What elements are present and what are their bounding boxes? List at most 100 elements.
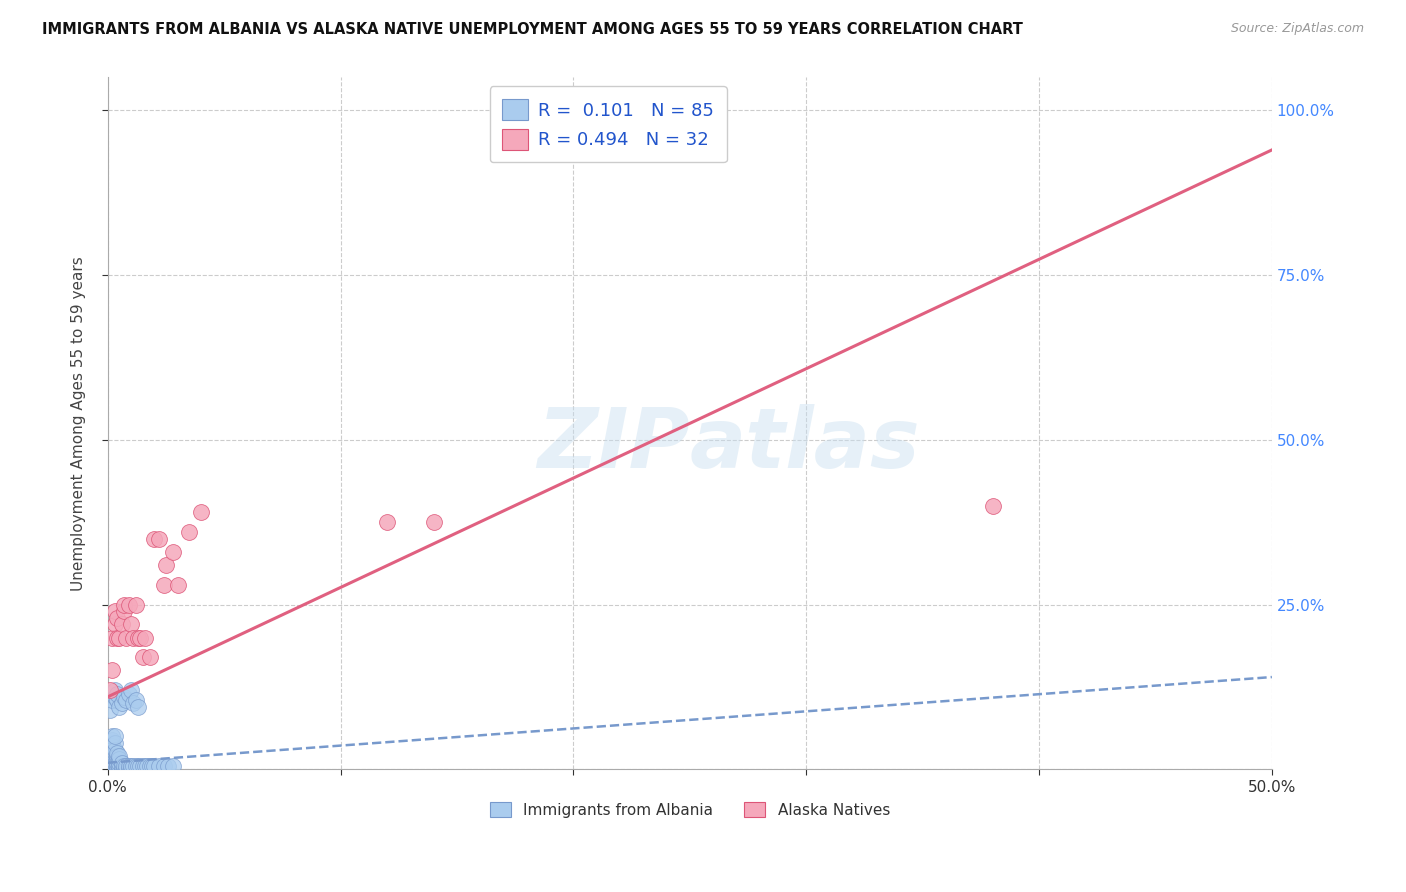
Point (125, 693, 148, 707)
Point (105, 756, 128, 770)
Point (98, 742, 121, 756)
Point (112, 598, 135, 612)
Point (375, 515, 398, 529)
Legend: Immigrants from Albania, Alaska Natives: Immigrants from Albania, Alaska Natives (484, 796, 896, 824)
Point (105, 686, 128, 700)
Point (98, 759, 121, 773)
Point (108, 756, 131, 770)
Point (141, 759, 163, 773)
Point (157, 759, 180, 773)
Point (115, 759, 138, 773)
Point (108, 762, 131, 776)
Point (129, 631, 152, 645)
Text: Source: ZipAtlas.com: Source: ZipAtlas.com (1230, 22, 1364, 36)
Point (120, 617, 142, 632)
Point (101, 631, 124, 645)
Point (104, 746, 127, 760)
Point (190, 505, 212, 519)
Point (108, 759, 131, 773)
Point (111, 762, 134, 776)
Point (120, 759, 142, 773)
Point (148, 759, 170, 773)
Point (101, 762, 124, 776)
Point (143, 532, 166, 546)
Point (101, 732, 124, 747)
Point (104, 683, 127, 698)
Point (118, 686, 141, 700)
Point (101, 746, 124, 760)
Point (108, 749, 131, 764)
Text: IMMIGRANTS FROM ALBANIA VS ALASKA NATIVE UNEMPLOYMENT AMONG AGES 55 TO 59 YEARS : IMMIGRANTS FROM ALBANIA VS ALASKA NATIVE… (42, 22, 1024, 37)
Point (122, 631, 145, 645)
Point (112, 690, 135, 704)
Point (155, 558, 177, 572)
Point (105, 693, 128, 707)
Point (134, 759, 156, 773)
Point (111, 697, 134, 711)
Point (104, 617, 127, 632)
Point (98, 683, 121, 698)
Point (104, 604, 127, 618)
Point (162, 545, 184, 559)
Point (101, 742, 124, 756)
Point (134, 631, 156, 645)
Point (105, 631, 128, 645)
Text: atlas: atlas (690, 403, 921, 484)
Point (104, 759, 127, 773)
Point (120, 683, 142, 698)
Point (138, 759, 160, 773)
Point (101, 762, 124, 776)
Point (129, 759, 152, 773)
Point (105, 611, 128, 625)
Point (105, 752, 128, 766)
Point (143, 759, 166, 773)
Point (98, 759, 121, 773)
Point (98, 756, 121, 770)
Point (112, 762, 135, 776)
Point (104, 756, 127, 770)
Point (127, 759, 149, 773)
Point (104, 752, 127, 766)
Point (104, 762, 127, 776)
Point (127, 631, 149, 645)
Point (98, 762, 121, 776)
Point (104, 749, 127, 764)
Y-axis label: Unemployment Among Ages 55 to 59 years: Unemployment Among Ages 55 to 59 years (72, 256, 86, 591)
Point (98, 752, 121, 766)
Point (422, 515, 444, 529)
Point (111, 759, 134, 773)
Point (98, 749, 121, 764)
Point (152, 759, 174, 773)
Point (98, 756, 121, 770)
Point (118, 762, 141, 776)
Point (98, 746, 121, 760)
Point (105, 749, 128, 764)
Point (152, 578, 174, 592)
Point (101, 730, 124, 744)
Point (179, 525, 201, 540)
Point (101, 736, 124, 750)
Point (127, 699, 149, 714)
Point (122, 697, 145, 711)
Point (104, 742, 127, 756)
Point (138, 650, 160, 665)
Point (101, 756, 124, 770)
Point (98, 762, 121, 776)
Point (108, 699, 131, 714)
Text: ZIP: ZIP (537, 403, 690, 484)
Point (115, 693, 138, 707)
Point (98, 703, 121, 717)
Point (105, 746, 128, 760)
Point (162, 759, 184, 773)
Point (111, 617, 134, 632)
Point (112, 604, 135, 618)
Point (136, 759, 159, 773)
Point (131, 759, 153, 773)
Point (131, 650, 153, 665)
Point (101, 664, 124, 678)
Point (122, 759, 145, 773)
Point (105, 762, 128, 776)
Point (148, 532, 170, 546)
Point (115, 762, 138, 776)
Point (125, 598, 148, 612)
